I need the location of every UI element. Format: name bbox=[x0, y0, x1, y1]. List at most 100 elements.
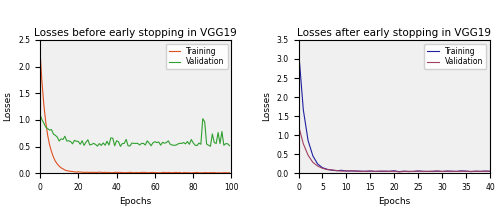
Validation bbox=[152, 140, 158, 143]
Training bbox=[454, 170, 460, 173]
Validation bbox=[362, 170, 368, 173]
Training bbox=[415, 170, 421, 172]
Title: Losses before early stopping in VGG19: Losses before early stopping in VGG19 bbox=[34, 28, 237, 38]
Training bbox=[320, 166, 326, 169]
Training bbox=[358, 170, 364, 172]
Training bbox=[81, 171, 87, 174]
Validation bbox=[415, 170, 421, 172]
Validation bbox=[425, 170, 431, 173]
Training bbox=[386, 170, 392, 172]
Validation bbox=[118, 145, 124, 148]
Validation bbox=[74, 140, 80, 143]
Training bbox=[406, 170, 411, 173]
Training bbox=[482, 170, 488, 172]
Training bbox=[439, 170, 445, 173]
Validation bbox=[392, 170, 398, 172]
Validation bbox=[410, 170, 416, 173]
Validation bbox=[310, 161, 316, 164]
Training bbox=[478, 170, 484, 173]
Training bbox=[382, 170, 388, 173]
Validation bbox=[372, 170, 378, 173]
Training bbox=[392, 169, 398, 172]
Validation bbox=[37, 113, 43, 116]
Training bbox=[463, 170, 469, 172]
Training bbox=[296, 48, 302, 51]
Training bbox=[338, 169, 344, 172]
Validation bbox=[454, 170, 460, 173]
Validation bbox=[324, 168, 330, 171]
Training bbox=[468, 170, 474, 173]
Validation bbox=[81, 144, 87, 147]
Validation bbox=[386, 170, 392, 173]
Line: Validation: Validation bbox=[298, 126, 490, 172]
Training bbox=[444, 170, 450, 172]
Validation bbox=[468, 170, 474, 173]
Training bbox=[37, 49, 43, 52]
Validation bbox=[314, 165, 320, 167]
Training bbox=[401, 170, 407, 172]
Validation bbox=[338, 170, 344, 172]
Validation bbox=[401, 170, 407, 173]
Training bbox=[425, 170, 431, 173]
Training bbox=[487, 170, 493, 173]
Validation bbox=[472, 170, 478, 172]
Training bbox=[430, 170, 436, 173]
Training bbox=[434, 170, 440, 172]
Line: Training: Training bbox=[298, 50, 490, 172]
Title: Losses after early stopping in VGG19: Losses after early stopping in VGG19 bbox=[298, 28, 492, 38]
Line: Validation: Validation bbox=[40, 115, 230, 146]
Legend: Training, Validation: Training, Validation bbox=[424, 44, 486, 69]
X-axis label: Epochs: Epochs bbox=[120, 197, 152, 206]
Training bbox=[329, 169, 335, 172]
Validation bbox=[219, 130, 225, 133]
Validation bbox=[348, 169, 354, 172]
Training bbox=[324, 168, 330, 171]
Training bbox=[305, 139, 311, 142]
Validation bbox=[482, 170, 488, 172]
Validation bbox=[329, 168, 335, 171]
Training bbox=[134, 171, 140, 174]
Validation bbox=[377, 170, 383, 172]
Training bbox=[372, 170, 378, 173]
Validation bbox=[430, 170, 436, 172]
Training bbox=[368, 170, 374, 172]
Training bbox=[448, 170, 454, 172]
Validation bbox=[406, 170, 411, 173]
Validation bbox=[353, 170, 359, 172]
Validation bbox=[320, 167, 326, 170]
Training bbox=[410, 170, 416, 173]
Training bbox=[420, 170, 426, 172]
Validation bbox=[334, 169, 340, 172]
Training bbox=[178, 172, 184, 174]
Training bbox=[74, 171, 80, 173]
Y-axis label: Losses: Losses bbox=[262, 92, 271, 121]
Training bbox=[348, 170, 354, 172]
Training bbox=[458, 170, 464, 172]
Validation bbox=[434, 170, 440, 172]
Validation bbox=[396, 170, 402, 173]
Validation bbox=[305, 154, 311, 157]
X-axis label: Epochs: Epochs bbox=[378, 197, 410, 206]
Training bbox=[219, 172, 225, 174]
Validation bbox=[213, 142, 219, 145]
Validation bbox=[344, 170, 349, 172]
Training bbox=[377, 170, 383, 173]
Y-axis label: Losses: Losses bbox=[4, 92, 13, 121]
Validation bbox=[463, 170, 469, 172]
Validation bbox=[136, 144, 142, 146]
Validation bbox=[226, 144, 232, 147]
Legend: Training, Validation: Training, Validation bbox=[166, 44, 228, 69]
Validation bbox=[458, 170, 464, 172]
Training bbox=[362, 170, 368, 173]
Training bbox=[334, 169, 340, 172]
Validation bbox=[368, 170, 374, 172]
Validation bbox=[382, 170, 388, 172]
Training bbox=[300, 108, 306, 111]
Validation bbox=[444, 170, 450, 172]
Validation bbox=[478, 170, 484, 173]
Validation bbox=[448, 170, 454, 172]
Line: Training: Training bbox=[40, 51, 230, 173]
Validation bbox=[420, 170, 426, 173]
Training bbox=[213, 172, 219, 174]
Training bbox=[226, 171, 232, 174]
